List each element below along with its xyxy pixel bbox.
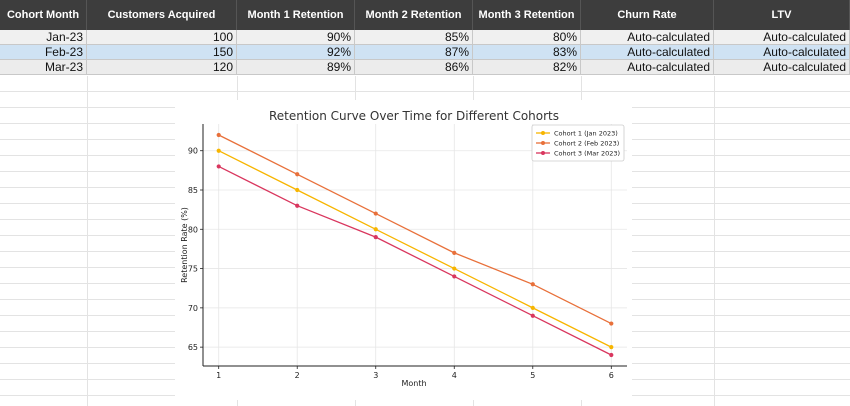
y-tick-label: 90 — [188, 147, 198, 156]
data-point — [295, 203, 300, 208]
y-tick-label: 80 — [188, 225, 198, 234]
header-month-2-retention[interactable]: Month 2 Retention — [355, 0, 473, 30]
y-axis-ticks: 65 70 75 80 85 90 — [188, 147, 203, 352]
chart-series — [216, 132, 614, 358]
cell-month-3-retention[interactable]: 80% — [473, 30, 581, 45]
legend-marker — [541, 131, 545, 135]
chart-title: Retention Curve Over Time for Different … — [269, 109, 559, 123]
cell-churn-rate[interactable]: Auto-calculated — [581, 30, 714, 45]
cell-churn-rate[interactable]: Auto-calculated — [581, 45, 714, 60]
data-point — [373, 227, 378, 232]
cell-month-3-retention[interactable]: 83% — [473, 45, 581, 60]
cell-month-2-retention[interactable]: 85% — [355, 30, 473, 45]
cell-month-3-retention[interactable]: 82% — [473, 60, 581, 75]
legend-marker — [541, 141, 545, 145]
series-3 — [216, 164, 614, 358]
legend-box — [531, 124, 625, 162]
x-tick-label: 6 — [609, 371, 614, 380]
data-point — [216, 164, 221, 169]
cell-cohort-month[interactable]: Jan-23 — [0, 30, 87, 45]
data-point — [295, 172, 300, 177]
x-tick-label: 4 — [452, 371, 457, 380]
y-tick-label: 85 — [188, 186, 198, 195]
header-month-3-retention[interactable]: Month 3 Retention — [473, 0, 581, 30]
legend-label: Cohort 1 (Jan 2023) — [554, 130, 618, 138]
series-line — [218, 150, 612, 348]
data-point — [373, 235, 378, 240]
cell-cohort-month[interactable]: Mar-23 — [0, 60, 87, 75]
chart-legend: Cohort 1 (Jan 2023) Cohort 2 (Feb 2023) Co… — [531, 124, 625, 162]
cell-ltv[interactable]: Auto-calculated — [714, 45, 850, 60]
header-cohort-month[interactable]: Cohort Month — [0, 0, 87, 30]
chart-axes — [202, 124, 627, 367]
series-line — [218, 134, 612, 325]
cell-month-1-retention[interactable]: 90% — [237, 30, 355, 45]
legend-label: Cohort 3 (Mar 2023) — [554, 150, 620, 158]
data-point — [373, 211, 378, 216]
header-ltv[interactable]: LTV — [714, 0, 850, 30]
legend-label: Cohort 2 (Feb 2023) — [554, 140, 619, 148]
cell-ltv[interactable]: Auto-calculated — [714, 60, 850, 75]
x-tick-label: 5 — [530, 371, 535, 380]
data-point — [452, 274, 457, 279]
cell-churn-rate[interactable]: Auto-calculated — [581, 60, 714, 75]
cell-month-1-retention[interactable]: 89% — [237, 60, 355, 75]
retention-chart-svg: Retention Curve Over Time for Different … — [180, 109, 627, 388]
header-churn-rate[interactable]: Churn Rate — [581, 0, 714, 30]
legend-marker — [541, 151, 545, 155]
cell-customers-acquired[interactable]: 120 — [87, 60, 237, 75]
y-axis-label: Retention Rate (%) — [180, 207, 189, 283]
x-tick-label: 1 — [216, 371, 221, 380]
data-point — [452, 250, 457, 255]
cell-customers-acquired[interactable]: 100 — [87, 30, 237, 45]
data-point — [295, 187, 300, 193]
data-point — [530, 305, 535, 310]
y-tick-label: 65 — [188, 343, 198, 352]
x-tick-label: 3 — [373, 371, 378, 380]
series-2 — [216, 132, 614, 326]
data-point — [609, 321, 614, 326]
table-row: Mar-23 120 89% 86% 82% Auto-calculated A… — [0, 60, 850, 75]
y-tick-label: 75 — [188, 265, 198, 274]
table-row: Feb-23 150 92% 87% 83% Auto-calculated A… — [0, 45, 850, 60]
table-header-row: Cohort Month Customers Acquired Month 1 … — [0, 0, 850, 30]
data-point — [530, 282, 535, 287]
header-customers-acquired[interactable]: Customers Acquired — [87, 0, 237, 30]
series-line — [218, 165, 612, 356]
data-point — [452, 266, 457, 271]
x-axis-ticks: 1 2 3 4 5 6 — [216, 366, 614, 380]
data-point — [609, 352, 614, 358]
x-axis-label: Month — [401, 379, 426, 388]
series-1 — [216, 148, 614, 350]
x-tick-label: 2 — [295, 371, 300, 380]
cell-customers-acquired[interactable]: 150 — [87, 45, 237, 60]
data-point — [609, 345, 614, 350]
data-point — [216, 132, 221, 138]
retention-chart[interactable]: Retention Curve Over Time for Different … — [175, 100, 632, 400]
cell-cohort-month[interactable]: Feb-23 — [0, 45, 87, 60]
table-row: Jan-23 100 90% 85% 80% Auto-calculated A… — [0, 30, 850, 45]
data-point — [530, 313, 535, 318]
header-month-1-retention[interactable]: Month 1 Retention — [237, 0, 355, 30]
cell-month-2-retention[interactable]: 87% — [355, 45, 473, 60]
data-point — [216, 148, 221, 153]
cell-ltv[interactable]: Auto-calculated — [714, 30, 850, 45]
cell-month-2-retention[interactable]: 86% — [355, 60, 473, 75]
y-tick-label: 70 — [188, 304, 198, 313]
cell-month-1-retention[interactable]: 92% — [237, 45, 355, 60]
